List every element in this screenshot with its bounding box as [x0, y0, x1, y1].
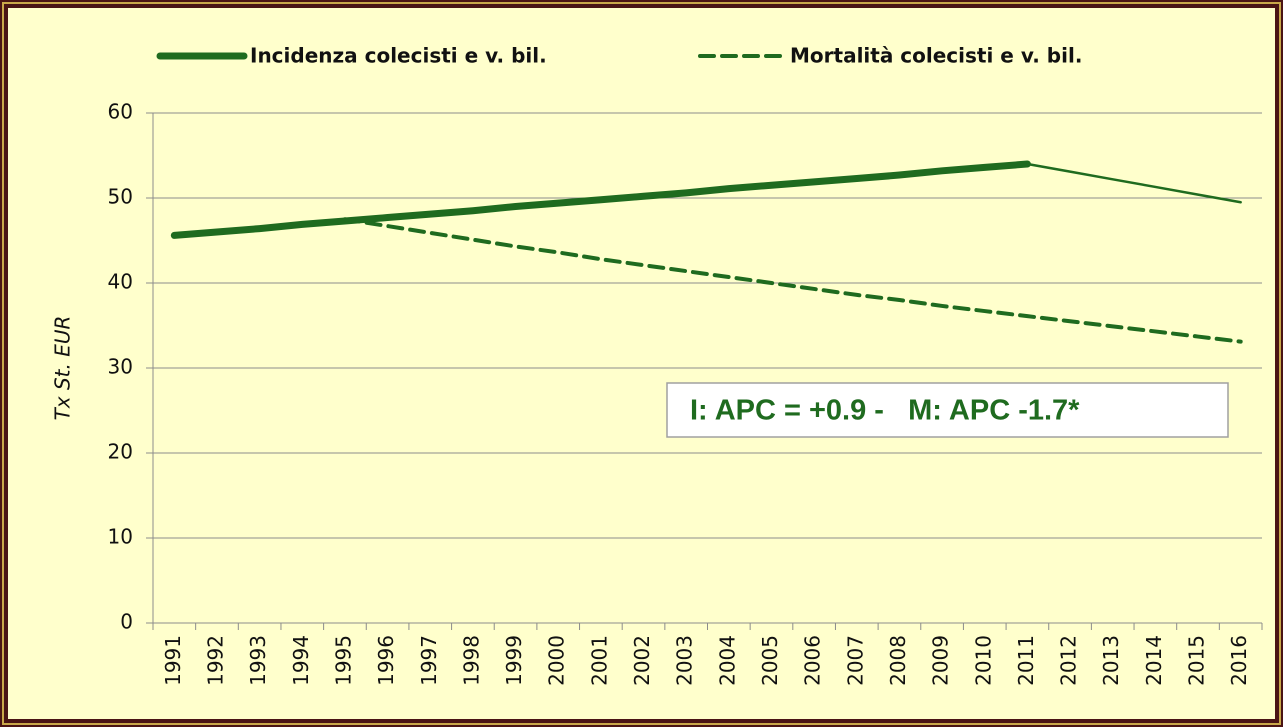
x-tick-label: 2016	[1227, 635, 1251, 686]
x-tick-label: 2009	[929, 635, 953, 686]
x-tick-label: 1995	[331, 635, 355, 686]
x-tick-label: 2012	[1057, 635, 1081, 686]
annotation: I: APC = +0.9 - M: APC -1.7*	[690, 395, 1080, 427]
x-tick-label: 2015	[1185, 635, 1209, 686]
x-tick-label: 1994	[289, 635, 313, 686]
y-tick-label: 60	[108, 100, 133, 124]
y-tick-label: 20	[108, 440, 133, 464]
x-tick-label: 2002	[630, 635, 654, 686]
x-tick-label: 1996	[374, 635, 398, 686]
y-tick-label: 50	[108, 185, 133, 209]
annotation-box	[666, 382, 1229, 438]
y-tick-label: 0	[120, 610, 133, 634]
x-tick-label: 1992	[203, 635, 227, 686]
x-tick-label: 2007	[843, 635, 867, 686]
x-tick-label: 1998	[459, 635, 483, 686]
x-tick-label: 1997	[417, 635, 441, 686]
legend-label: Incidenza colecisti e v. bil.	[250, 44, 547, 68]
x-tick-label: 2013	[1099, 635, 1123, 686]
x-tick-label: 2004	[715, 635, 739, 686]
x-tick-label: 2010	[971, 635, 995, 686]
series-line	[342, 217, 1243, 344]
x-tick-label: 2003	[673, 635, 697, 686]
y-tick-label: 30	[108, 355, 133, 379]
series-line	[170, 160, 1031, 239]
x-tick-label: 2014	[1142, 635, 1166, 686]
legend-label: Mortalità colecisti e v. bil.	[790, 44, 1082, 68]
x-tick-label: 2001	[587, 635, 611, 686]
series-line	[1026, 162, 1242, 204]
x-tick-label: 1991	[161, 635, 185, 686]
x-tick-label: 2000	[545, 635, 569, 686]
x-tick-label: 2005	[758, 635, 782, 686]
y-axis-label: Tx St. EUR	[51, 316, 75, 421]
y-tick-label: 10	[108, 525, 133, 549]
x-tick-label: 2008	[886, 635, 910, 686]
y-tick-label: 40	[108, 270, 133, 294]
x-tick-label: 1999	[502, 635, 526, 686]
chart-background	[8, 8, 1275, 719]
x-tick-label: 2006	[801, 635, 825, 686]
x-tick-label: 2011	[1014, 635, 1038, 686]
x-tick-label: 1993	[246, 635, 270, 686]
